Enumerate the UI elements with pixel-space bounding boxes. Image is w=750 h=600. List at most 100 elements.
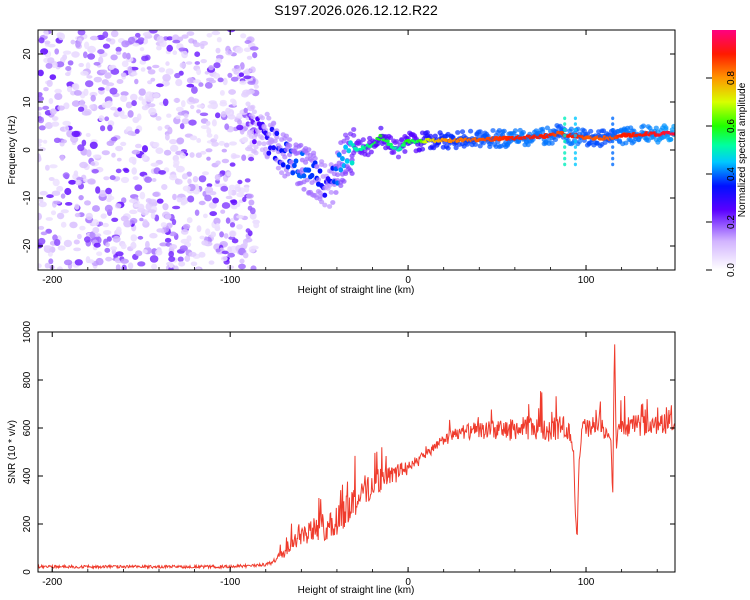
spectrogram-noise-cell bbox=[186, 31, 195, 36]
spectrogram-ridge-halo bbox=[453, 145, 459, 151]
spectrogram-noise-cell bbox=[147, 209, 157, 214]
spectrogram-ridge-halo bbox=[341, 149, 347, 155]
spectrogram-noise-cell bbox=[225, 217, 231, 224]
spectrogram-noise-cell bbox=[127, 36, 136, 45]
spectrogram-noise-cell bbox=[59, 154, 65, 161]
spectrogram-ridge-halo bbox=[490, 128, 496, 133]
spectrogram-noise-cell bbox=[127, 110, 134, 118]
spectrogram-noise-cell bbox=[115, 46, 122, 53]
spectrogram-noise-cell bbox=[188, 119, 197, 126]
spectrogram-y-tick-label: -20 bbox=[22, 238, 33, 253]
spectrogram-noise-cell bbox=[93, 242, 101, 248]
spectrogram-noise-cell bbox=[147, 69, 156, 75]
spectrogram-noise-cell bbox=[247, 80, 256, 85]
spectrogram-noise-cell bbox=[81, 139, 87, 146]
spectrogram-noise-cell bbox=[73, 170, 79, 177]
spectrogram-noise-cell bbox=[49, 74, 57, 80]
spectrogram-noise-cell bbox=[121, 264, 127, 270]
spectrogram-ridge-halo bbox=[671, 123, 675, 129]
spectrogram-noise-cell bbox=[47, 57, 55, 64]
spectrogram-noise-cell bbox=[112, 235, 121, 243]
spectrogram-noise-cell bbox=[184, 255, 191, 262]
spectrogram-streak-cell bbox=[611, 162, 615, 167]
spectrogram-noise-cell bbox=[150, 162, 159, 167]
spectrogram-noise-cell bbox=[91, 219, 99, 227]
spectrogram-noise-cell bbox=[206, 127, 212, 135]
spectrogram-noise-cell bbox=[110, 106, 117, 111]
spectrogram-noise-cell bbox=[233, 65, 240, 69]
spectrogram-noise-cell bbox=[199, 235, 205, 240]
spectrogram-ridge-halo bbox=[568, 126, 575, 132]
spectrogram-noise-cell bbox=[65, 202, 73, 206]
spectrogram-noise-cell bbox=[170, 144, 179, 152]
spectrogram-ridge-halo bbox=[330, 200, 336, 205]
spectrogram-noise-cell bbox=[208, 65, 214, 71]
spectrogram-noise-cell bbox=[71, 130, 81, 138]
spectrogram-noise-cell bbox=[104, 72, 112, 79]
spectrogram-noise-cell bbox=[179, 123, 185, 130]
spectrogram-ridge-cell bbox=[343, 144, 348, 150]
spectrogram-noise-cell bbox=[175, 106, 184, 112]
spectrogram-noise-cell bbox=[145, 202, 153, 211]
spectrogram-ridge-halo bbox=[472, 142, 478, 147]
spectrogram-x-tick-label: 0 bbox=[405, 275, 411, 286]
spectrogram-noise-cell bbox=[204, 186, 214, 194]
spectrogram-noise-cell bbox=[200, 150, 207, 155]
spectrogram-noise-cell bbox=[73, 247, 81, 252]
spectrogram-ridge-halo bbox=[549, 140, 555, 146]
spectrogram-ridge-halo bbox=[343, 169, 349, 175]
spectrogram-ridge-halo bbox=[322, 163, 328, 168]
spectrogram-noise-cell bbox=[227, 72, 233, 78]
spectrogram-ridge-halo bbox=[253, 144, 259, 150]
snr-y-tick-label: 200 bbox=[22, 515, 33, 532]
spectrogram-noise-cell bbox=[229, 162, 236, 167]
spectrogram-ridge-halo bbox=[450, 135, 456, 140]
spectrogram-noise-cell bbox=[186, 217, 193, 224]
spectrogram-noise-cell bbox=[171, 218, 177, 226]
spectrogram-noise-cell bbox=[139, 191, 146, 200]
spectrogram-noise-cell bbox=[120, 176, 130, 184]
spectrogram-noise-cell bbox=[177, 256, 184, 262]
spectrogram-noise-cell bbox=[46, 79, 53, 87]
spectrogram-noise-cell bbox=[43, 87, 49, 92]
spectrogram-noise-cell bbox=[58, 32, 65, 41]
spectrogram-noise-cell bbox=[134, 128, 140, 134]
spectrogram-noise-cell bbox=[205, 120, 211, 126]
spectrogram-noise-cell bbox=[134, 184, 143, 191]
spectrogram-noise-cell bbox=[166, 36, 174, 41]
spectrogram-noise-cell bbox=[217, 77, 224, 83]
spectrogram-noise-cell bbox=[98, 56, 104, 64]
spectrogram-noise-cell bbox=[196, 225, 202, 233]
spectrogram-noise-cell bbox=[218, 140, 225, 146]
spectrogram-noise-cell bbox=[211, 119, 217, 127]
spectrogram-noise-cell bbox=[228, 184, 236, 190]
spectrogram-noise-cell bbox=[208, 260, 215, 265]
spectrogram-noise-cell bbox=[206, 33, 213, 38]
spectrogram-noise-cell bbox=[230, 205, 238, 210]
spectrogram-noise-cell bbox=[38, 201, 47, 208]
spectrogram-noise-cell bbox=[229, 230, 236, 238]
spectrogram-noise-cell bbox=[94, 233, 102, 238]
spectrogram-noise-cell bbox=[177, 111, 185, 116]
spectrogram-noise-cell bbox=[114, 203, 122, 209]
spectrogram-noise-cell bbox=[104, 204, 113, 213]
spectrogram-noise-cell bbox=[223, 233, 229, 239]
spectrogram-noise-cell bbox=[182, 185, 191, 192]
spectrogram-noise-cell bbox=[128, 198, 137, 203]
spectrogram-ridge-cell bbox=[671, 132, 675, 136]
spectrogram-noise-cell bbox=[199, 112, 209, 117]
spectrogram-noise-cell bbox=[115, 51, 122, 55]
spectrogram-noise-cell bbox=[195, 152, 202, 158]
spectrogram-noise-cell bbox=[156, 35, 165, 44]
spectrogram-noise-cell bbox=[75, 40, 81, 48]
colorbar-label: Normalized spectral amplitude bbox=[737, 82, 748, 217]
spectrogram-ridge-halo bbox=[338, 183, 344, 189]
spectrogram-noise-cell bbox=[167, 126, 173, 135]
spectrogram-ridge-halo bbox=[335, 172, 341, 178]
spectrogram-noise-cell bbox=[173, 159, 180, 166]
spectrogram-noise-cell bbox=[203, 213, 208, 219]
spectrogram-noise-cell bbox=[225, 195, 233, 200]
spectrogram-noise-cell bbox=[250, 265, 257, 270]
spectrogram-ridge-halo bbox=[387, 135, 394, 141]
spectrogram-streak-cell bbox=[563, 151, 567, 155]
